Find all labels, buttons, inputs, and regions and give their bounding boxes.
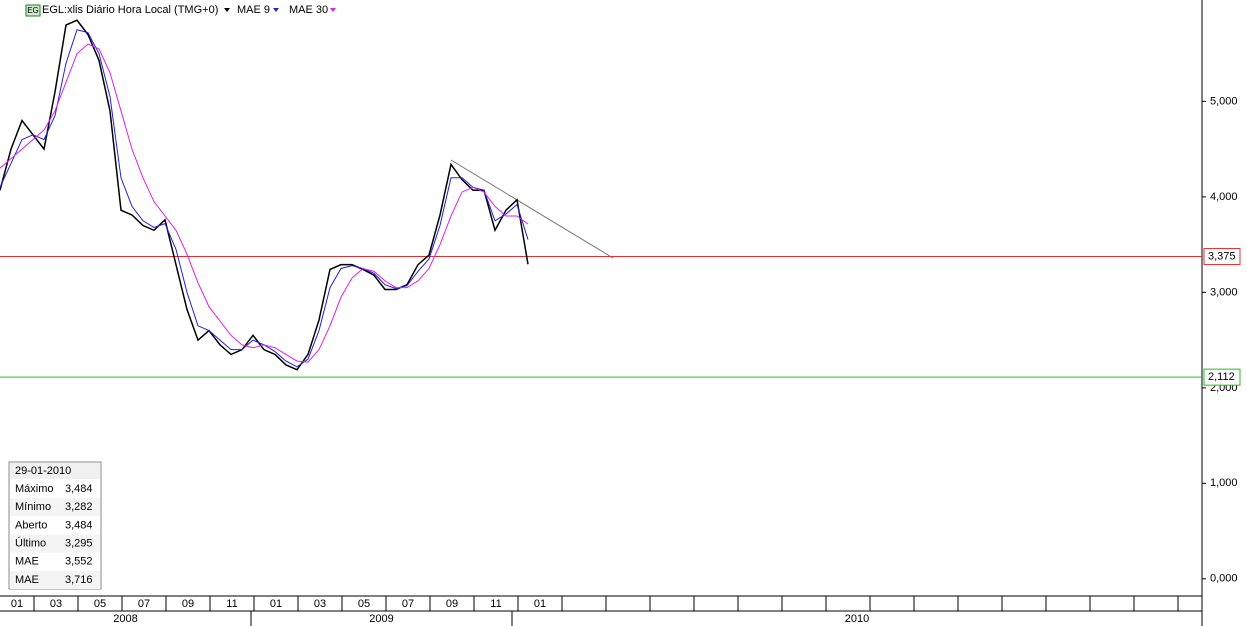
title-icon-text: EG: [27, 6, 39, 15]
info-date: 29-01-2010: [15, 465, 71, 477]
x-tick-label: 03: [314, 598, 326, 610]
dropdown-arrow[interactable]: [273, 8, 279, 12]
info-row-bg: [10, 571, 100, 589]
info-row-bg: [10, 534, 100, 553]
info-label: Aberto: [15, 519, 47, 531]
info-value: 3,484: [65, 519, 93, 531]
info-label: Máximo: [15, 483, 54, 495]
y-tick-label: 3,000: [1210, 286, 1238, 298]
dropdown-arrow[interactable]: [330, 8, 336, 12]
series-line: [0, 19, 529, 371]
chart-title: EGL:xlis Diário Hora Local (TMG+0): [42, 4, 218, 16]
y-tick-label: 1,000: [1210, 477, 1238, 489]
x-tick-label: 05: [358, 598, 370, 610]
info-header: [10, 463, 100, 479]
level-label-box: [1203, 248, 1241, 266]
y-tick-label: 5,000: [1210, 95, 1238, 107]
x-tick-label: 11: [490, 598, 501, 610]
dropdown-arrow[interactable]: [224, 8, 230, 12]
x-tick-label: 03: [50, 598, 62, 610]
info-value: 3,282: [65, 501, 93, 513]
x-tick-label: 07: [138, 598, 150, 610]
info-value: 3,552: [65, 556, 93, 568]
x-tick-label: 09: [446, 598, 458, 610]
x-tick-label: 11: [226, 598, 237, 610]
info-frame: [8, 461, 102, 590]
legend-label[interactable]: MAE 9: [237, 4, 270, 16]
level-label: 2,112: [1208, 371, 1235, 383]
y-tick-label: 0,000: [1210, 573, 1238, 585]
x-tick-label: 09: [182, 598, 194, 610]
info-value: 3,295: [65, 538, 93, 550]
year-label: 2009: [369, 613, 393, 625]
x-tick-label: 05: [94, 598, 106, 610]
trend-line: [450, 159, 614, 259]
x-tick-label: 01: [11, 598, 23, 610]
level-label: 3,375: [1208, 250, 1236, 262]
x-tick-label: 01: [270, 598, 282, 610]
info-value: 3,716: [65, 574, 93, 586]
year-label: 2010: [845, 613, 869, 625]
info-row-bg: [10, 498, 100, 517]
info-label: Último: [15, 537, 46, 550]
x-tick-label: 07: [402, 598, 414, 610]
info-label: MAE: [15, 574, 39, 586]
info-box: 29-01-2010 Máximo 3,484 Mínimo 3,282 Aberto 3…: [8, 461, 102, 590]
info-value: 3,484: [65, 483, 93, 495]
series-line: [0, 43, 529, 363]
legend-label[interactable]: MAE 30: [289, 4, 328, 16]
title-icon: [25, 4, 41, 17]
info-label: MAE: [15, 556, 39, 568]
x-tick-label: 01: [534, 598, 546, 610]
level-label-box: [1203, 368, 1241, 386]
y-tick-label: 4,000: [1210, 191, 1238, 203]
year-label: 2008: [113, 613, 137, 625]
info-label: Mínimo: [15, 501, 51, 513]
